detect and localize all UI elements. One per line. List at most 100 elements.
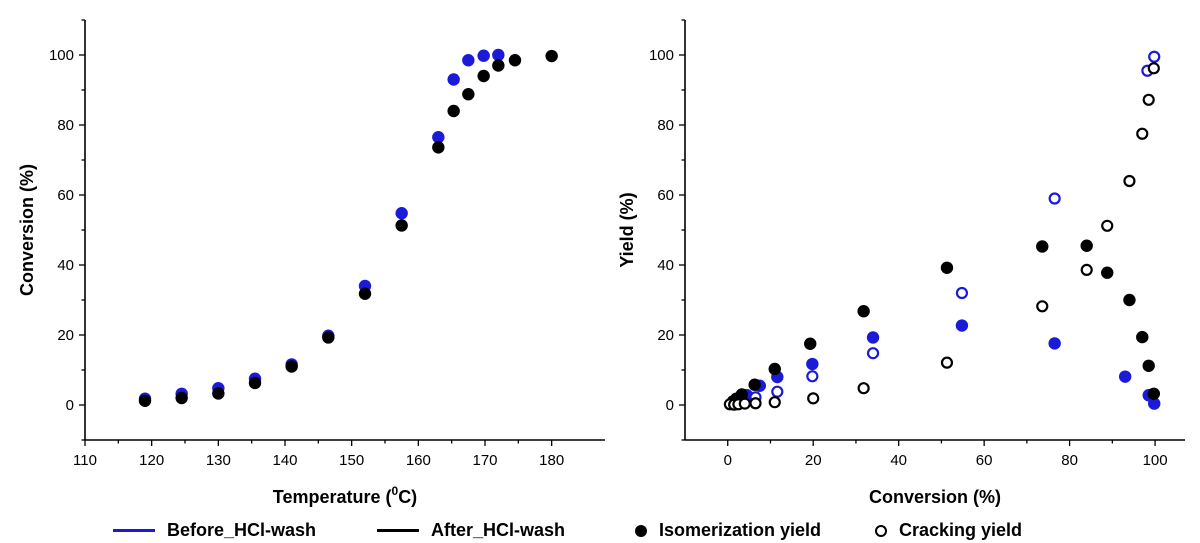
chart-conversion-yield: 0 20 40 60 80 100 0 20 40 60 80 100 Conversion (%) Yi… bbox=[617, 19, 1185, 507]
x-tick-label: 60 bbox=[976, 452, 993, 469]
series-isomerization-after bbox=[726, 239, 1161, 408]
series-cracking-before bbox=[735, 50, 1161, 409]
y-tick-label: 60 bbox=[657, 187, 674, 204]
data-point bbox=[866, 331, 880, 344]
data-point bbox=[857, 305, 870, 318]
data-point bbox=[492, 48, 505, 62]
data-point bbox=[395, 219, 408, 232]
y-tick-label: 0 bbox=[66, 397, 74, 414]
x-tick-label: 140 bbox=[272, 452, 297, 469]
data-point bbox=[1036, 300, 1049, 313]
data-point bbox=[1118, 370, 1132, 383]
data-point bbox=[447, 104, 460, 118]
legend-label-filled: Isomerization yield bbox=[659, 520, 822, 540]
chart-temperature-conversion: 110 120 130 140 150 160 170 180 0 20 40 60 80 100 Temp… bbox=[17, 19, 605, 507]
y-tick-label: 40 bbox=[57, 257, 74, 274]
x-axis-title: Temperature (0C) bbox=[273, 484, 417, 507]
data-point bbox=[1142, 93, 1155, 106]
data-point bbox=[447, 73, 460, 86]
series-isomerization-before bbox=[138, 48, 505, 405]
y-tick-label: 80 bbox=[657, 117, 674, 134]
data-point bbox=[1123, 174, 1136, 188]
x-tick-label: 120 bbox=[139, 452, 164, 469]
y-axis-title: Conversion (%) bbox=[17, 164, 37, 296]
data-point bbox=[358, 287, 372, 300]
x-tick-label: 40 bbox=[890, 452, 907, 469]
data-point bbox=[477, 49, 490, 62]
legend-item-filled: Isomerization yield bbox=[635, 520, 821, 541]
data-point bbox=[1136, 330, 1149, 344]
data-point bbox=[940, 261, 954, 274]
data-point bbox=[1080, 239, 1093, 252]
data-point bbox=[545, 49, 558, 63]
data-point bbox=[1080, 263, 1093, 276]
x-tick-label: 180 bbox=[539, 452, 564, 469]
y-axis-title: Yield (%) bbox=[617, 192, 637, 267]
legend-item-open: Cracking yield bbox=[875, 520, 1022, 541]
data-point bbox=[1147, 387, 1161, 400]
data-point bbox=[322, 331, 335, 344]
data-point bbox=[857, 382, 870, 395]
data-point bbox=[806, 370, 819, 383]
data-point bbox=[1048, 337, 1061, 350]
data-point bbox=[432, 131, 445, 144]
data-point bbox=[1147, 62, 1160, 75]
y-tick-label: 100 bbox=[649, 47, 674, 64]
series-isomerization-after bbox=[138, 49, 558, 407]
data-point bbox=[285, 360, 298, 373]
legend-line-before bbox=[113, 529, 155, 532]
legend-line-after bbox=[377, 529, 419, 532]
data-point bbox=[771, 385, 784, 398]
data-point bbox=[1142, 359, 1155, 372]
data-point bbox=[212, 387, 225, 400]
data-point bbox=[1101, 219, 1114, 232]
data-point bbox=[462, 88, 475, 101]
data-point bbox=[738, 397, 751, 410]
data-point bbox=[432, 141, 445, 154]
y-tick-label: 0 bbox=[666, 397, 674, 414]
data-point bbox=[138, 394, 152, 407]
legend: Before_HCl-wash After_HCl-wash Isomeriza… bbox=[0, 510, 1200, 543]
x-tick-label: 100 bbox=[1143, 452, 1168, 469]
x-tick-label: 80 bbox=[1061, 452, 1078, 469]
legend-label-before: Before_HCl-wash bbox=[167, 520, 317, 540]
data-point bbox=[806, 357, 819, 371]
x-tick-label: 20 bbox=[805, 452, 822, 469]
x-tick-label: 150 bbox=[339, 452, 364, 469]
x-axis-title-superscript: 0 bbox=[392, 484, 399, 498]
data-point bbox=[940, 356, 954, 369]
y-tick-label: 100 bbox=[49, 47, 74, 64]
y-tick-label: 20 bbox=[657, 327, 674, 344]
y-tick-label: 40 bbox=[657, 257, 674, 274]
data-point bbox=[508, 54, 522, 67]
filled-circle-icon bbox=[635, 524, 647, 537]
data-point bbox=[749, 397, 762, 410]
x-tick-label: 110 bbox=[73, 452, 97, 469]
x-tick-label: 0 bbox=[724, 452, 732, 469]
data-point bbox=[748, 378, 761, 391]
legend-item-after: After_HCl-wash bbox=[377, 520, 565, 541]
legend-label-after: After_HCl-wash bbox=[431, 520, 566, 540]
data-point bbox=[1123, 293, 1136, 307]
series-cracking-after bbox=[723, 62, 1160, 411]
data-point bbox=[1036, 240, 1049, 253]
data-point bbox=[175, 391, 188, 405]
x-axis-title-suffix: C) bbox=[398, 487, 417, 507]
y-tick-label: 20 bbox=[57, 327, 74, 344]
data-point bbox=[768, 362, 781, 376]
data-point bbox=[1148, 50, 1161, 63]
legend-label-open: Cracking yield bbox=[899, 520, 1023, 540]
y-tick-label: 60 bbox=[57, 187, 74, 204]
data-point bbox=[1148, 397, 1161, 410]
data-point bbox=[1101, 266, 1114, 279]
x-tick-label: 130 bbox=[206, 452, 231, 469]
data-point bbox=[804, 337, 817, 350]
data-point bbox=[768, 396, 781, 409]
data-point bbox=[807, 392, 820, 405]
data-point bbox=[395, 207, 408, 220]
data-point bbox=[462, 54, 475, 67]
data-point bbox=[1048, 192, 1061, 205]
x-axis-title: Conversion (%) bbox=[869, 487, 1001, 507]
open-circle-icon bbox=[875, 524, 887, 537]
